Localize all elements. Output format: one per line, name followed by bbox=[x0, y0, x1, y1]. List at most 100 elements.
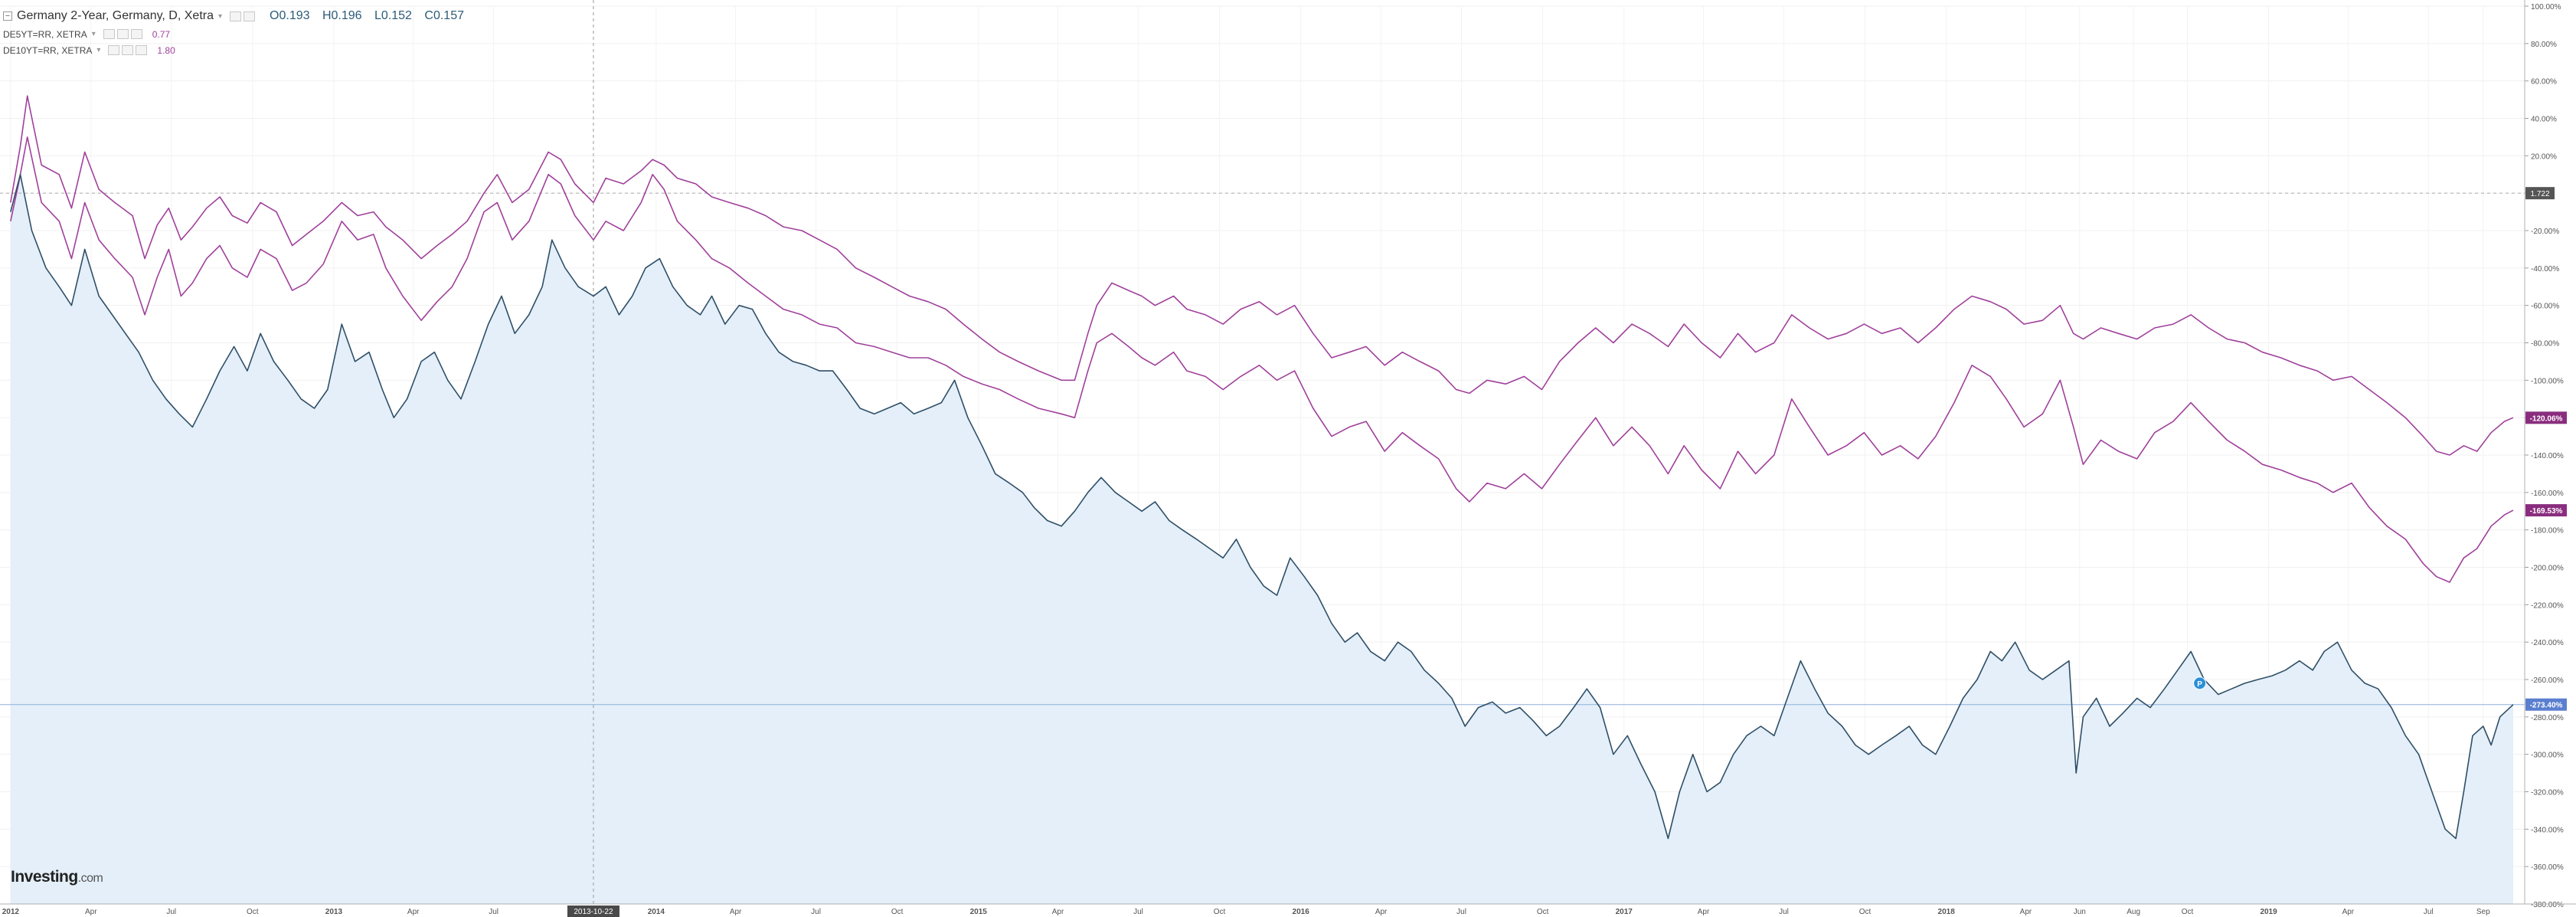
y-tick-label: -60.00% bbox=[2531, 303, 2559, 311]
y-tick-label: -240.00% bbox=[2531, 639, 2564, 647]
reference-lines bbox=[0, 0, 2525, 904]
y-tick-label: 60.00% bbox=[2531, 78, 2557, 87]
x-tick-label: Jun bbox=[2074, 908, 2086, 916]
current-value-label: -169.53% bbox=[2530, 507, 2563, 516]
y-tick-label: -220.00% bbox=[2531, 601, 2564, 610]
x-tick-label: Jul bbox=[1456, 908, 1466, 916]
eye-icon[interactable] bbox=[103, 29, 115, 39]
crosshair-date-box bbox=[567, 906, 619, 917]
event-marker-icon[interactable] bbox=[2193, 676, 2207, 690]
x-tick-label: Apr bbox=[407, 908, 420, 916]
legend-main-row: − Germany 2-Year, Germany, D, Xetra ▾ O0… bbox=[3, 6, 473, 26]
x-tick-label: Jul bbox=[1779, 908, 1789, 916]
y-tick-label: -140.00% bbox=[2531, 452, 2564, 460]
x-tick-label: 2019 bbox=[2260, 908, 2277, 916]
series-line bbox=[10, 136, 2514, 583]
x-tick-label: Jul bbox=[489, 908, 499, 916]
y-tick-label: -100.00% bbox=[2531, 377, 2564, 385]
x-tick-label: Sep bbox=[2476, 908, 2490, 916]
x-tick-label: Apr bbox=[1375, 908, 1388, 916]
reference-value-box bbox=[2525, 187, 2555, 200]
y-tick-label: 100.00% bbox=[2531, 3, 2561, 11]
area-fill-layer bbox=[10, 174, 2513, 905]
x-tick-label: Oct bbox=[247, 908, 259, 916]
x-tick-label: 2018 bbox=[1938, 908, 1956, 916]
series-layer bbox=[10, 95, 2514, 840]
x-tick-label: Apr bbox=[730, 908, 742, 916]
y-tick-label: -340.00% bbox=[2531, 826, 2564, 834]
y-tick-label: 40.00% bbox=[2531, 116, 2557, 124]
overlay-row: DE10YT=RR, XETRA ▾ 1.80 bbox=[3, 42, 473, 58]
y-tick-label: -40.00% bbox=[2531, 265, 2559, 273]
chevron-down-icon[interactable]: ▾ bbox=[91, 30, 96, 38]
close-value: C0.157 bbox=[424, 9, 464, 22]
series-line bbox=[10, 174, 2514, 840]
settings-icon[interactable] bbox=[122, 45, 134, 55]
y-tick-label: -20.00% bbox=[2531, 228, 2559, 236]
overlay-row: DE5YT=RR, XETRA ▾ 0.77 bbox=[3, 26, 473, 42]
close-icon[interactable] bbox=[136, 45, 148, 55]
y-tick-label: -180.00% bbox=[2531, 527, 2564, 535]
y-tick-label: -320.00% bbox=[2531, 789, 2564, 797]
settings-icon[interactable] bbox=[230, 11, 242, 21]
crosshair-date-label: 2013-10-22 bbox=[574, 908, 613, 916]
x-tick-label: 2017 bbox=[1616, 908, 1633, 916]
investing-logo[interactable]: Investing.com bbox=[11, 868, 103, 886]
x-tick-label: Oct bbox=[891, 908, 904, 916]
chevron-down-icon[interactable]: ▾ bbox=[218, 11, 223, 21]
eye-icon[interactable] bbox=[108, 45, 120, 55]
y-tick-label: -200.00% bbox=[2531, 565, 2564, 573]
current-value-box bbox=[2525, 504, 2567, 517]
ohlc-values: O0.193 H0.196 L0.152 C0.157 bbox=[270, 9, 473, 23]
y-tick-label: -380.00% bbox=[2531, 901, 2564, 909]
x-tick-label: Apr bbox=[85, 908, 97, 916]
x-tick-label: Oct bbox=[1214, 908, 1226, 916]
x-tick-label: 2015 bbox=[970, 908, 988, 916]
current-value-box bbox=[2525, 698, 2567, 711]
current-value-label: -273.40% bbox=[2530, 702, 2563, 710]
low-value: L0.152 bbox=[374, 9, 412, 22]
y-tick-label: -360.00% bbox=[2531, 863, 2564, 872]
high-value: H0.196 bbox=[322, 9, 362, 22]
series-line bbox=[10, 95, 2514, 456]
settings-icon[interactable] bbox=[116, 29, 129, 39]
open-value: O0.193 bbox=[270, 9, 310, 22]
close-icon[interactable] bbox=[244, 11, 256, 21]
x-tick-label: Apr bbox=[2342, 908, 2355, 916]
event-marker-label: P bbox=[2197, 680, 2202, 689]
current-value-box bbox=[2525, 411, 2567, 424]
y-tick-label: -160.00% bbox=[2531, 490, 2564, 498]
y-tick-label: 80.00% bbox=[2531, 41, 2557, 49]
y-tick-label: -300.00% bbox=[2531, 752, 2564, 760]
overlay-label: DE5YT=RR, XETRA bbox=[3, 28, 87, 40]
value-labels: 1.722 -120.06% -169.53% -273.40% P bbox=[2193, 187, 2567, 711]
x-tick-label: 2014 bbox=[648, 908, 665, 916]
x-tick-label: Apr bbox=[1698, 908, 1710, 916]
y-tick-label: 20.00% bbox=[2531, 152, 2557, 161]
close-icon[interactable] bbox=[130, 29, 142, 39]
legend: − Germany 2-Year, Germany, D, Xetra ▾ O0… bbox=[3, 6, 473, 58]
logo-suffix: .com bbox=[77, 872, 103, 885]
x-tick-label: Jul bbox=[1133, 908, 1143, 916]
overlay-label: DE10YT=RR, XETRA bbox=[3, 44, 93, 56]
x-tick-label: Oct bbox=[1859, 908, 1872, 916]
reference-value-label: 1.722 bbox=[2530, 190, 2549, 198]
area-fill bbox=[10, 174, 2513, 905]
x-tick-label: Apr bbox=[2020, 908, 2032, 916]
x-tick-label: Oct bbox=[2182, 908, 2194, 916]
chevron-down-icon[interactable]: ▾ bbox=[96, 46, 101, 54]
overlay-value: 1.80 bbox=[157, 44, 175, 56]
x-tick-label: Jul bbox=[166, 908, 176, 916]
collapse-icon[interactable]: − bbox=[3, 11, 12, 21]
overlay-value: 0.77 bbox=[152, 28, 171, 40]
current-value-label: -120.06% bbox=[2530, 414, 2563, 423]
y-tick-label: -260.00% bbox=[2531, 676, 2564, 685]
main-series-title: Germany 2-Year, Germany, D, Xetra bbox=[17, 9, 214, 22]
logo-name: Investing bbox=[11, 868, 78, 886]
x-tick-label: Jul bbox=[2424, 908, 2434, 916]
x-tick-label: Jul bbox=[811, 908, 821, 916]
x-tick-label: 2016 bbox=[1293, 908, 1310, 916]
x-tick-label: 2012 bbox=[2, 908, 20, 916]
